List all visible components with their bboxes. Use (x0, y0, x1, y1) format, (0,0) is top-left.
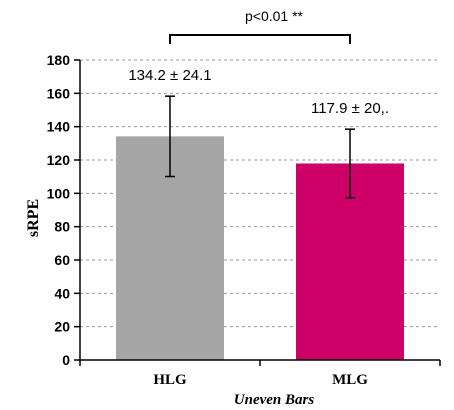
x-tick-label-mlg: MLG (332, 372, 368, 388)
y-tick-label: 140 (47, 119, 71, 135)
y-tick-label: 180 (47, 52, 71, 68)
data-label-mlg: 117.9 ± 20,. (311, 100, 389, 117)
y-tick-label: 60 (54, 252, 70, 268)
y-tick-label: 20 (54, 319, 70, 335)
y-tick-label: 0 (62, 352, 70, 368)
x-tick-label-hlg: HLG (153, 372, 187, 388)
labels: 0 20 40 60 80 100 120 140 160 180 HLG 134.2 ± 24.1 M… (47, 52, 389, 388)
significance-annotation: p<0.01 ** (245, 8, 304, 24)
y-tick-label: 120 (47, 152, 71, 168)
y-tick-label: 80 (54, 219, 70, 235)
error-bars (165, 95, 355, 199)
y-axis-label: sRPE (25, 199, 42, 237)
x-axis-label: Uneven Bars (234, 392, 315, 408)
data-label-hlg: 134.2 ± 24.1 (128, 67, 211, 84)
y-tick-label: 100 (47, 185, 71, 201)
y-tick-label: 160 (47, 85, 71, 101)
axes (74, 34, 441, 366)
significance-bracket (169, 34, 351, 44)
y-tick-label: 40 (54, 285, 70, 301)
